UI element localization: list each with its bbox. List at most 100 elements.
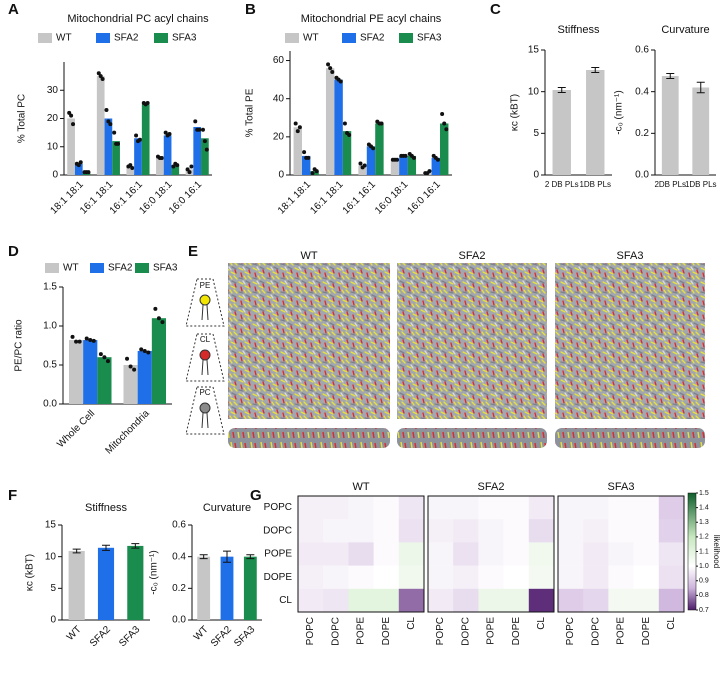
icon-frame xyxy=(185,278,225,327)
bar xyxy=(201,138,209,175)
data-point xyxy=(128,364,133,369)
bar xyxy=(163,135,172,175)
column-label: CL xyxy=(536,617,547,630)
panel-label: B xyxy=(245,1,256,18)
heat-cell xyxy=(583,519,609,543)
legend-swatch xyxy=(399,33,413,43)
lipid-label: PC xyxy=(199,388,210,397)
data-point xyxy=(134,133,139,138)
data-point xyxy=(362,163,367,168)
panel-label: F xyxy=(8,487,17,504)
snapshot-top xyxy=(397,263,547,419)
data-point xyxy=(293,121,298,126)
data-point xyxy=(163,130,168,135)
data-point xyxy=(330,69,335,74)
legend-swatch xyxy=(342,33,356,43)
y-tick-label: 10 xyxy=(45,551,57,562)
panel-label: C xyxy=(490,1,501,18)
legend-label: WT xyxy=(303,33,319,44)
bar xyxy=(97,547,115,620)
bar xyxy=(243,556,257,620)
data-point xyxy=(77,339,82,344)
heat-cell xyxy=(373,565,400,590)
heat-cell xyxy=(583,542,609,566)
bar xyxy=(310,171,319,175)
colorbar-label: likelihood xyxy=(712,535,720,568)
colorbar-tick-label: 1.1 xyxy=(699,548,709,555)
heat-cell xyxy=(323,542,349,566)
bar xyxy=(141,104,150,175)
snapshot-side xyxy=(555,428,705,448)
lipid-label: PE xyxy=(200,281,211,290)
y-axis-label: % Total PC xyxy=(17,94,28,143)
data-point xyxy=(347,132,352,137)
y-tick-label: 0 xyxy=(50,615,56,626)
heat-cell xyxy=(633,519,660,543)
bar xyxy=(293,127,302,175)
error-bar xyxy=(199,554,208,560)
row-label: POPC xyxy=(264,502,292,513)
heat-cell xyxy=(558,588,584,613)
data-point xyxy=(132,367,137,372)
y-tick-label: 0.5 xyxy=(43,360,57,371)
colorbar-tick-label: 1.0 xyxy=(699,563,709,570)
data-point xyxy=(310,171,315,176)
heat-cell xyxy=(478,496,504,520)
data-point xyxy=(112,130,117,135)
bar xyxy=(68,340,84,404)
heat-cell xyxy=(658,588,685,613)
snapshot-top xyxy=(228,263,390,419)
chart-title: WT xyxy=(352,481,369,493)
heat-cell xyxy=(373,519,400,543)
column-label: DOPE xyxy=(641,617,652,646)
x-tick-label: SFA2 xyxy=(88,624,113,649)
bar xyxy=(97,357,112,404)
data-point xyxy=(70,334,75,339)
y-axis-label: PE/PC ratio xyxy=(14,319,25,372)
data-point xyxy=(125,356,130,361)
chart-title: Mitochondrial PC acyl chains xyxy=(67,13,209,25)
colorbar-tick-label: 0.9 xyxy=(699,578,709,585)
heat-cell xyxy=(298,588,324,613)
data-point xyxy=(137,137,142,142)
snapshots xyxy=(228,263,705,448)
bar xyxy=(552,90,571,175)
heat-cell xyxy=(478,542,504,566)
x-tick-label: Whole Cell xyxy=(55,408,97,450)
data-point xyxy=(100,76,105,81)
heat-cell xyxy=(583,588,609,613)
bar xyxy=(127,545,144,620)
y-tick-label: 0.0 xyxy=(43,399,57,410)
heat-cell xyxy=(583,565,609,590)
bar xyxy=(112,141,120,175)
row-label: CL xyxy=(279,595,292,606)
x-tick-label: 16:1 18:1 xyxy=(308,179,346,217)
data-point xyxy=(444,127,449,132)
y-axis-label: -c₀ (nm⁻¹) xyxy=(614,90,625,134)
x-tick-label: 18:1 18:1 xyxy=(276,179,314,217)
chart-title: Stiffness xyxy=(85,502,127,514)
x-tick-label: SFA3 xyxy=(232,624,257,649)
data-point xyxy=(153,306,158,311)
data-point xyxy=(67,110,72,115)
y-tick-label: 0.0 xyxy=(172,615,186,626)
heat-cell xyxy=(398,496,425,520)
y-axis-label: κc (kBT) xyxy=(25,554,36,591)
bar xyxy=(692,87,710,175)
heat-cell xyxy=(478,519,504,543)
error-bar xyxy=(591,67,600,73)
snapshot-top xyxy=(555,263,705,419)
panel-label: D xyxy=(8,243,19,260)
legend-swatch xyxy=(135,263,149,273)
data-point xyxy=(98,74,103,79)
y-tick-label: 0.6 xyxy=(635,45,649,56)
snapshot-title: SFA3 xyxy=(617,250,644,262)
snapshot-side xyxy=(228,428,390,448)
data-point xyxy=(440,111,445,116)
heat-cell xyxy=(323,565,349,590)
heat-cell xyxy=(658,519,685,543)
heat-frame xyxy=(557,495,685,613)
heat-cell xyxy=(658,496,685,520)
heat-cell xyxy=(428,542,454,566)
y-tick-label: 0.6 xyxy=(172,520,186,531)
